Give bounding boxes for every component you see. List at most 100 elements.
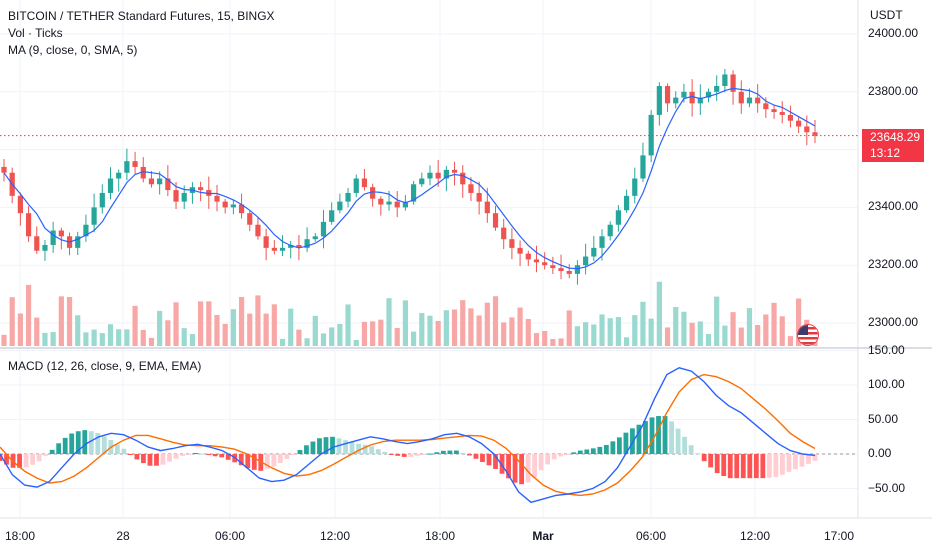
candle-body <box>656 86 662 115</box>
candle-body <box>83 224 89 237</box>
volume-bar <box>517 307 523 346</box>
candle-body <box>132 161 138 167</box>
macd-histogram-bar <box>82 430 88 454</box>
candle-body <box>738 91 744 104</box>
macd-histogram-bar <box>388 454 394 455</box>
ma-indicator-label[interactable]: MA (9, close, 0, SMA, 5) <box>8 43 138 57</box>
ma-line <box>3 87 816 270</box>
macd-histogram-bar <box>414 454 420 456</box>
macd-histogram-bar <box>603 445 609 454</box>
macd-histogram-bar <box>727 454 733 479</box>
volume-bar <box>583 322 589 346</box>
volume-bars <box>1 281 818 346</box>
macd-histogram-bar <box>330 436 335 454</box>
candle-body <box>501 227 507 240</box>
moving-average-line <box>0 87 858 270</box>
macd-histogram-bar <box>62 437 68 454</box>
symbol-title[interactable]: BITCOIN / TETHER Standard Futures, 15, B… <box>8 9 275 23</box>
candle-body <box>484 201 490 214</box>
candle-body <box>730 74 736 92</box>
macd-histogram-bar <box>154 454 159 466</box>
candle-body <box>558 268 564 271</box>
candle-body <box>632 178 638 196</box>
macd-histogram-bar <box>180 454 185 456</box>
macd-histogram-bar <box>714 454 720 474</box>
macd-tick-label: 150.00 <box>868 342 905 357</box>
time-tick-label: 12:00 <box>739 529 771 543</box>
candle-body <box>796 120 802 127</box>
macd-histogram-bar <box>734 454 740 479</box>
volume-bar <box>222 323 228 346</box>
candle-body <box>550 265 556 269</box>
macd-histogram-bar <box>662 416 668 454</box>
macd-histogram-bar <box>36 454 42 462</box>
macd-histogram-bar <box>434 452 440 454</box>
macd-histogram-bar <box>669 421 674 454</box>
candle-body <box>99 192 105 208</box>
candle-body <box>50 230 56 245</box>
candle-body <box>345 192 351 202</box>
candle-body <box>124 161 130 173</box>
macd-histogram-bar <box>610 441 616 454</box>
us-flag-icon[interactable] <box>797 324 819 346</box>
volume-bar <box>607 318 613 346</box>
macd-indicator-label[interactable]: MACD (12, 26, close, 9, EMA, EMA) <box>8 359 202 373</box>
candle-body <box>763 103 769 110</box>
volume-indicator-label[interactable]: Vol · Ticks <box>8 26 63 40</box>
time-tick-label: 12:00 <box>319 529 351 543</box>
volume-bar <box>353 339 359 346</box>
macd-histogram-bar <box>473 454 479 459</box>
macd-histogram-bar <box>160 454 166 465</box>
macd-histogram-bar <box>740 454 746 479</box>
macd-histogram-bar <box>623 432 629 454</box>
macd-histogram-bar <box>284 454 290 459</box>
macd-histogram-bar <box>701 454 707 462</box>
volume-bar <box>17 313 23 346</box>
macd-histogram-bar <box>806 454 811 464</box>
candle-body <box>492 213 499 228</box>
candle-body <box>648 114 654 156</box>
candle-body <box>509 239 515 248</box>
volume-bar <box>1 334 7 346</box>
macd-histogram-bar <box>199 453 205 455</box>
countdown-badge: 13:12 <box>862 145 924 162</box>
candle-body <box>58 230 64 237</box>
macd-histogram-bar <box>238 454 244 466</box>
volume-bar <box>181 328 187 346</box>
macd-histogram-bar <box>49 449 55 454</box>
macd-histogram-bar <box>369 446 375 454</box>
candle-body <box>468 184 474 193</box>
volume-bar <box>689 322 695 346</box>
time-tick-label: Mar <box>532 529 554 543</box>
candle-body <box>296 244 302 248</box>
candle-body <box>746 97 753 104</box>
candle-body <box>304 239 310 248</box>
volume-bar <box>329 327 335 346</box>
volume-bar <box>640 301 646 346</box>
macd-histogram-bar <box>408 454 414 457</box>
candle-body <box>804 126 810 133</box>
candle-body <box>222 201 228 208</box>
volume-bar <box>157 310 163 346</box>
candle-body <box>17 195 23 214</box>
volume-bar <box>288 308 294 346</box>
candle-body <box>714 86 720 92</box>
macd-histogram-bar <box>95 433 101 454</box>
macd-histogram-bar <box>193 452 198 454</box>
volume-bar <box>443 310 449 346</box>
candle-body <box>230 204 236 208</box>
candle-body <box>255 224 261 237</box>
macd-histogram-bar <box>447 450 453 454</box>
last-price-badge: 23648.29 <box>862 129 924 146</box>
candle-body <box>198 187 204 191</box>
macd-histogram-bar <box>440 450 446 454</box>
candle-body <box>402 201 409 208</box>
macd-histogram-bar <box>134 454 140 460</box>
macd-histogram-bar <box>656 416 661 454</box>
candle-body <box>75 236 81 248</box>
macd-tick-label: 0.00 <box>868 446 892 460</box>
macd-histogram-bar <box>297 450 303 454</box>
macd-histogram-bar <box>141 454 146 464</box>
volume-bar <box>42 332 48 346</box>
